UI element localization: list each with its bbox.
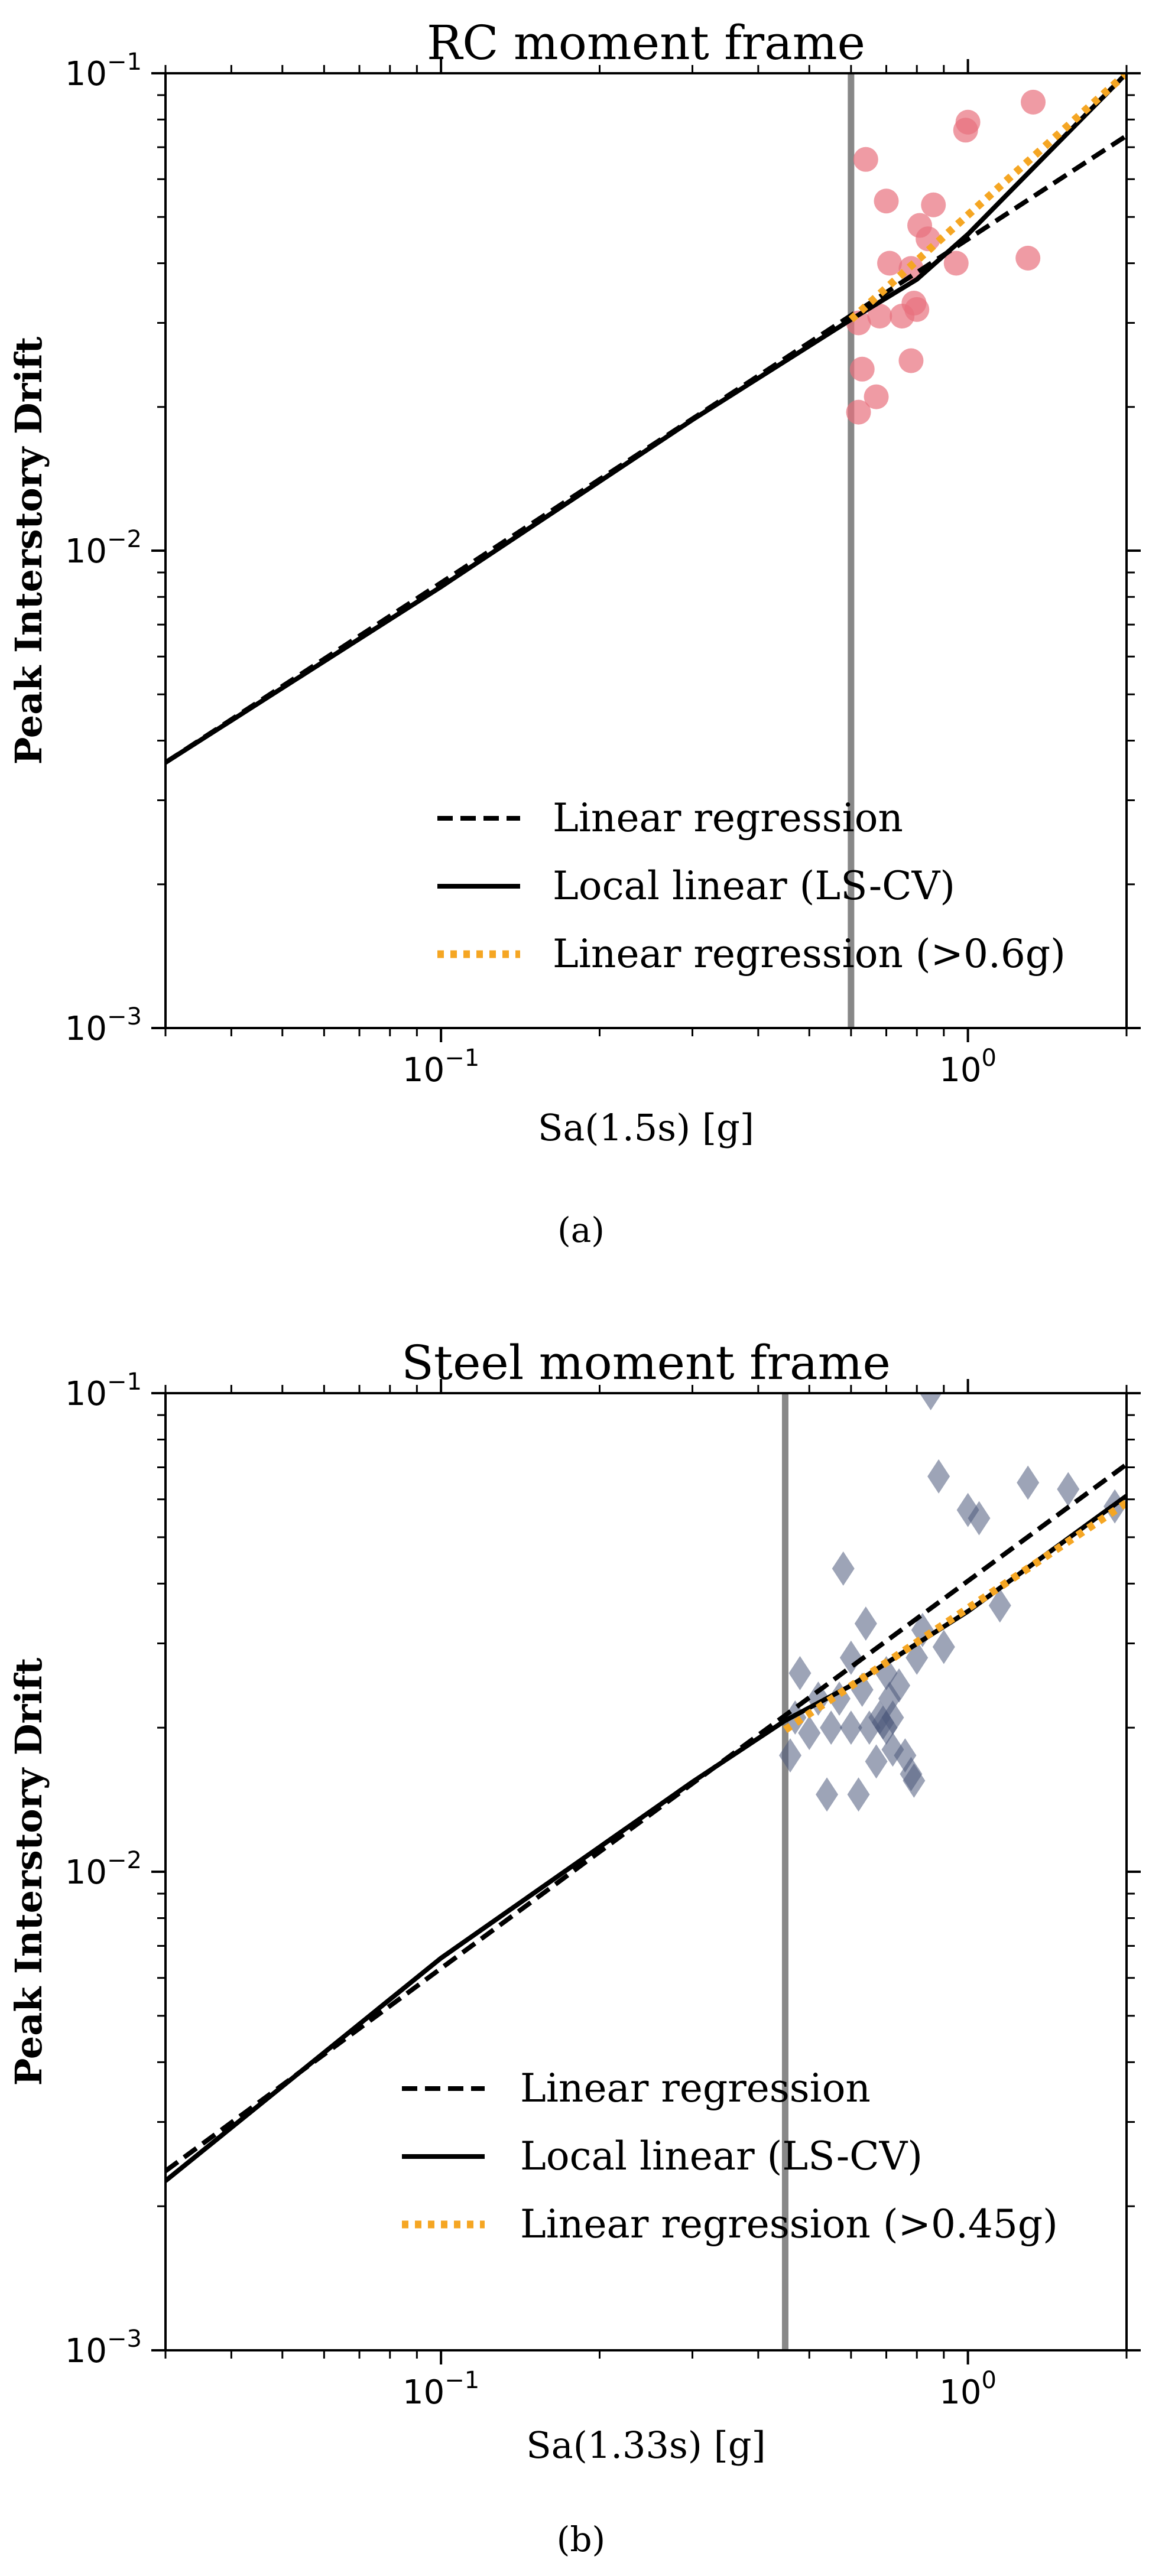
data-point	[798, 1716, 821, 1751]
data-point	[921, 192, 946, 217]
panel-caption: (a)	[557, 1210, 605, 1250]
legend: Linear regression Local linear (LS-CV) Lin…	[402, 2066, 1058, 2247]
legend-entry-label: Linear regression (>0.45g)	[520, 2201, 1058, 2247]
y-tick-label: 10−2	[65, 1847, 142, 1892]
x-axis-label: Sa(1.5s) [g]	[538, 1106, 754, 1149]
data-point	[888, 1668, 911, 1703]
data-point	[839, 1640, 862, 1675]
chart-title: Steel moment frame	[401, 1335, 891, 1390]
data-point	[867, 303, 892, 328]
panel-a-rc-moment-frame: 10−1 100 10−3 10−2 10−1 RC moment frame Sa(1.5…	[7, 15, 1141, 1250]
y-tick-label: 10−3	[65, 1003, 142, 1048]
data-point	[932, 1629, 955, 1664]
y-tick-label: 10−1	[65, 48, 142, 93]
plot-area	[165, 73, 1127, 1028]
series-line-dotted	[848, 73, 1127, 323]
plot-frame	[164, 1392, 1128, 2351]
legend-entry-label: Linear regression	[520, 2066, 871, 2111]
legend-entry-label: Linear regression (>0.6g)	[553, 931, 1066, 977]
data-point	[820, 1710, 843, 1745]
series-line-dotted	[783, 1500, 1127, 1733]
data-point	[916, 226, 941, 252]
data-point	[1017, 1465, 1040, 1500]
y-tick-label: 10−3	[65, 2325, 142, 2370]
y-tick-label: 10−2	[65, 526, 142, 571]
data-point	[1057, 1472, 1080, 1507]
data-point	[877, 251, 903, 276]
data-point	[846, 399, 871, 425]
data-point	[919, 1393, 942, 1410]
data-point	[927, 1459, 950, 1494]
data-point	[943, 251, 969, 276]
data-point	[968, 1501, 991, 1536]
data-point	[816, 1777, 839, 1812]
series-line-solid	[165, 73, 1127, 765]
y-tick-label: 10−1	[65, 1368, 142, 1413]
panel-b-steel-moment-frame: 10−1 100 10−3 10−2 10−1 Steel moment frame Sa(…	[7, 1335, 1141, 2559]
x-tick-label: 10−1	[403, 1045, 479, 1089]
data-point	[778, 1738, 801, 1773]
data-point	[849, 356, 875, 382]
x-tick-label: 100	[939, 2367, 997, 2412]
axis-ticks	[151, 1379, 1141, 2364]
data-point	[865, 1744, 888, 1779]
x-axis-label: Sa(1.33s) [g]	[526, 2424, 765, 2467]
data-point	[788, 1655, 812, 1690]
legend-entry-label: Local linear (LS-CV)	[520, 2133, 923, 2179]
legend-entry-label: Linear regression	[553, 795, 903, 841]
y-axis-label: Peak Interstory Drift	[7, 1657, 50, 2086]
data-point	[1015, 245, 1041, 271]
chart-title: RC moment frame	[427, 15, 865, 70]
panel-caption: (b)	[557, 2519, 605, 2559]
x-tick-label: 10−1	[403, 2367, 479, 2412]
data-point	[903, 1763, 926, 1798]
data-point	[1021, 89, 1046, 115]
plot-frame	[164, 72, 1128, 1029]
data-point	[854, 1606, 877, 1641]
data-point	[874, 188, 899, 214]
data-point	[853, 147, 878, 172]
data-point	[881, 1700, 904, 1735]
legend: Linear regression Local linear (LS-CV) Lin…	[437, 795, 1066, 977]
axis-ticks	[151, 59, 1141, 1042]
data-point	[832, 1551, 855, 1586]
plot-area	[165, 1393, 1127, 2350]
data-point	[864, 384, 889, 409]
data-point	[847, 1777, 870, 1812]
data-point	[901, 291, 927, 316]
data-point	[839, 1710, 862, 1745]
data-point	[898, 348, 924, 373]
data-point	[953, 118, 978, 143]
data-point	[988, 1588, 1011, 1623]
series-line-solid	[165, 1494, 1127, 2183]
x-tick-label: 100	[939, 1045, 997, 1089]
legend-entry-label: Local linear (LS-CV)	[553, 863, 955, 909]
y-axis-label: Peak Interstory Drift	[7, 336, 50, 765]
